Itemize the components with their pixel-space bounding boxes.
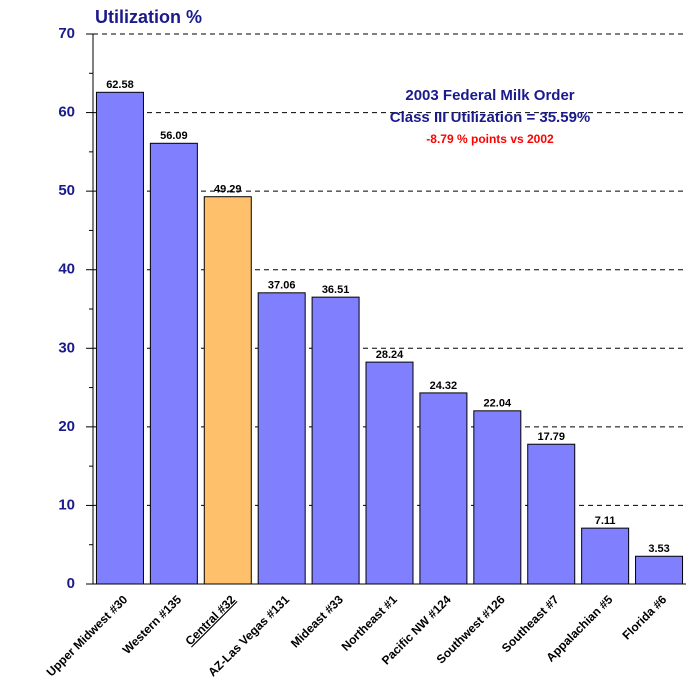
value-label: 7.11 [595, 515, 616, 527]
annotation: -8.79 % points vs 2002 [426, 132, 554, 146]
x-tick-label: Central #32 [182, 592, 238, 648]
annotation: 2003 Federal Milk Order [405, 87, 574, 104]
x-tick-label: Florida #6 [619, 592, 669, 642]
bar [149, 142, 198, 585]
x-tick-label: Mideast #33 [288, 592, 346, 650]
x-tick-label: Upper Midwest #30 [44, 592, 131, 679]
bar [311, 296, 360, 585]
value-label: 22.04 [484, 398, 512, 410]
value-label: 24.32 [430, 380, 458, 392]
value-label: 37.06 [268, 280, 296, 292]
y-tick-label: 60 [58, 104, 75, 121]
value-label: 28.24 [376, 349, 404, 361]
value-label: 17.79 [537, 431, 565, 443]
value-label: 36.51 [322, 284, 350, 296]
bar [527, 443, 576, 585]
bar [581, 527, 630, 585]
y-tick-label: 50 [58, 182, 75, 199]
bar [95, 91, 144, 585]
bar [203, 196, 252, 585]
value-label: 49.29 [214, 184, 242, 196]
bar [365, 361, 414, 585]
bar [257, 292, 306, 585]
y-tick-label: 10 [58, 496, 75, 513]
y-tick-label: 30 [58, 339, 75, 356]
bar [635, 555, 684, 585]
y-tick-label: 20 [58, 418, 75, 435]
value-label: 56.09 [160, 130, 188, 142]
bar [419, 392, 468, 585]
value-label: 62.58 [106, 79, 134, 91]
y-tick-label: 0 [67, 575, 75, 592]
value-label: 3.53 [648, 543, 669, 555]
y-tick-label: 40 [58, 261, 75, 278]
chart-title: Utilization % [95, 7, 202, 27]
annotation: Class III Utilization = 35.59% [390, 109, 591, 126]
bar [473, 410, 522, 585]
y-tick-label: 70 [58, 25, 75, 42]
